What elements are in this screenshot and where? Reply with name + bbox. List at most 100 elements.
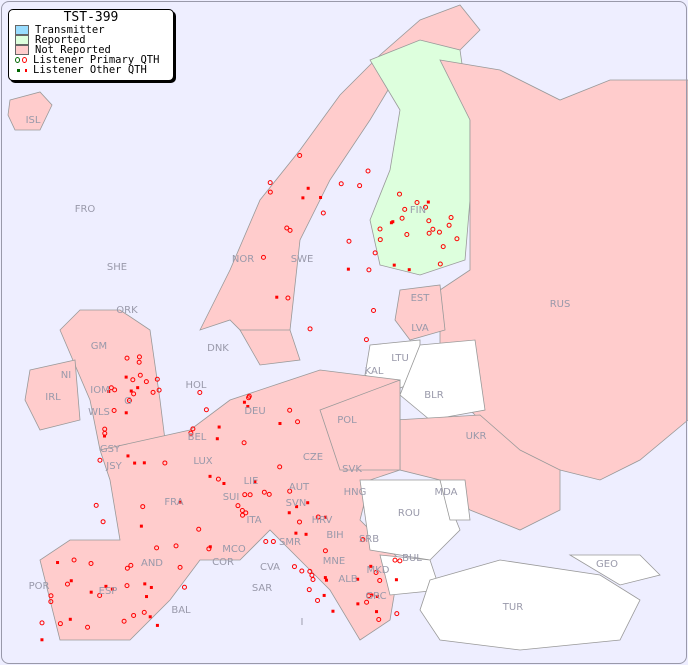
listener-other-marker	[287, 511, 291, 515]
listener-primary-marker	[297, 153, 303, 159]
listener-other-marker	[324, 578, 328, 582]
listener-primary-marker	[241, 440, 247, 446]
romania	[359, 479, 461, 561]
listener-primary-marker	[85, 624, 91, 630]
listener-other-marker	[68, 617, 72, 621]
ireland	[24, 359, 81, 431]
listener-other-marker	[217, 425, 221, 429]
listener-other-marker	[242, 400, 246, 404]
legend-not-reported: Not Reported	[9, 45, 173, 55]
listener-primary-marker	[360, 537, 366, 543]
listener-primary-marker	[48, 593, 54, 599]
country-label-hrv: HRV	[312, 515, 333, 526]
listener-primary-marker	[377, 577, 383, 583]
country-label-dnk: DNK	[207, 343, 229, 354]
listener-primary-marker	[285, 295, 291, 301]
listener-primary-marker	[315, 597, 321, 603]
listener-primary-marker	[71, 557, 77, 563]
country-label-svn: SVN	[286, 498, 307, 509]
listener-other-marker	[392, 263, 396, 267]
listener-other-marker	[295, 505, 299, 509]
listener-primary-marker	[150, 389, 156, 395]
listener-primary-marker	[235, 503, 241, 509]
country-label-alb: ALB	[338, 574, 357, 585]
legend-label: Not Reported	[35, 44, 111, 56]
listener-other-marker	[103, 434, 107, 438]
listener-other-marker	[407, 268, 411, 272]
listener-primary-marker	[437, 261, 443, 267]
listener-primary-marker	[372, 250, 378, 256]
listener-primary-marker	[402, 206, 408, 212]
legend-title: TST-399	[63, 10, 119, 25]
country-label-cor: COR	[212, 557, 234, 568]
listener-primary-marker	[215, 476, 221, 482]
listener-primary-marker	[263, 539, 269, 545]
listener-other-marker	[142, 461, 146, 465]
listener-primary-marker	[284, 225, 290, 231]
listener-other-marker	[391, 220, 395, 224]
listener-primary-marker	[454, 236, 460, 242]
legend-other: Listener Other QTH	[9, 65, 173, 75]
listener-other-marker	[178, 500, 182, 504]
transmitter-swatch	[15, 25, 29, 35]
listener-other-marker	[124, 375, 128, 379]
listener-primary-marker	[97, 592, 103, 598]
country-label-hng: HNG	[344, 487, 367, 498]
country-label-tur: TUR	[502, 602, 523, 613]
listener-primary-marker	[154, 376, 160, 382]
listener-primary-marker	[277, 464, 283, 470]
country-label-jsy: JSY	[105, 461, 122, 472]
country-label-est: EST	[411, 293, 431, 304]
listener-primary-marker	[394, 611, 400, 617]
listener-primary-marker	[295, 419, 301, 425]
listener-primary-marker	[426, 218, 432, 224]
listener-primary-marker	[365, 168, 371, 174]
listener-other-marker	[107, 389, 111, 393]
listener-primary-marker	[322, 548, 328, 554]
country-label-smr: SMR	[279, 537, 301, 548]
listener-primary-marker	[130, 377, 136, 383]
listener-primary-marker	[299, 568, 305, 574]
listener-primary-marker	[307, 326, 313, 332]
listener-primary-marker	[88, 560, 94, 566]
listener-other-marker	[278, 422, 282, 426]
ukraine	[394, 414, 561, 531]
country-label-iom: IOM	[90, 385, 109, 396]
listener-primary-marker	[366, 267, 372, 273]
listener-other-marker	[149, 585, 153, 589]
country-label-deu: DEU	[244, 406, 265, 417]
country-label-rou: ROU	[398, 508, 420, 519]
country-label-irl: IRL	[45, 392, 61, 403]
listener-primary-marker	[97, 457, 103, 463]
listener-primary-marker	[111, 407, 117, 413]
primary-qth-icon	[15, 57, 27, 63]
country-label-pol: POL	[337, 415, 357, 426]
listener-primary-marker	[338, 181, 344, 187]
listener-other-marker	[145, 595, 149, 599]
country-label-ork: ORK	[116, 305, 138, 316]
country-label-mco: MCO	[222, 544, 246, 555]
listener-primary-marker	[48, 599, 54, 605]
country-label-fra: FRA	[164, 497, 183, 508]
listener-primary-marker	[126, 397, 132, 403]
listener-other-marker	[322, 593, 326, 597]
legend-label: Listener Primary QTH	[33, 54, 160, 66]
russia	[439, 59, 688, 481]
listener-primary-marker	[121, 618, 127, 624]
listener-other-marker	[155, 623, 159, 627]
country-label-bal: BAL	[171, 605, 191, 616]
listener-other-marker	[104, 584, 108, 588]
listener-primary-marker	[448, 215, 454, 221]
listener-other-marker	[356, 577, 360, 581]
country-label-geo: GEO	[596, 559, 618, 570]
listener-primary-marker	[124, 565, 130, 571]
country-label-ltu: LTU	[391, 353, 409, 364]
listener-other-marker	[323, 576, 327, 580]
listener-other-marker	[304, 532, 308, 536]
legend-label: Transmitter	[35, 24, 105, 36]
listener-other-marker	[143, 582, 147, 586]
listener-primary-marker	[154, 545, 160, 551]
country-label-svk: SVK	[342, 464, 362, 475]
listener-primary-marker	[315, 514, 321, 520]
country-label-isl: ISL	[26, 115, 41, 126]
